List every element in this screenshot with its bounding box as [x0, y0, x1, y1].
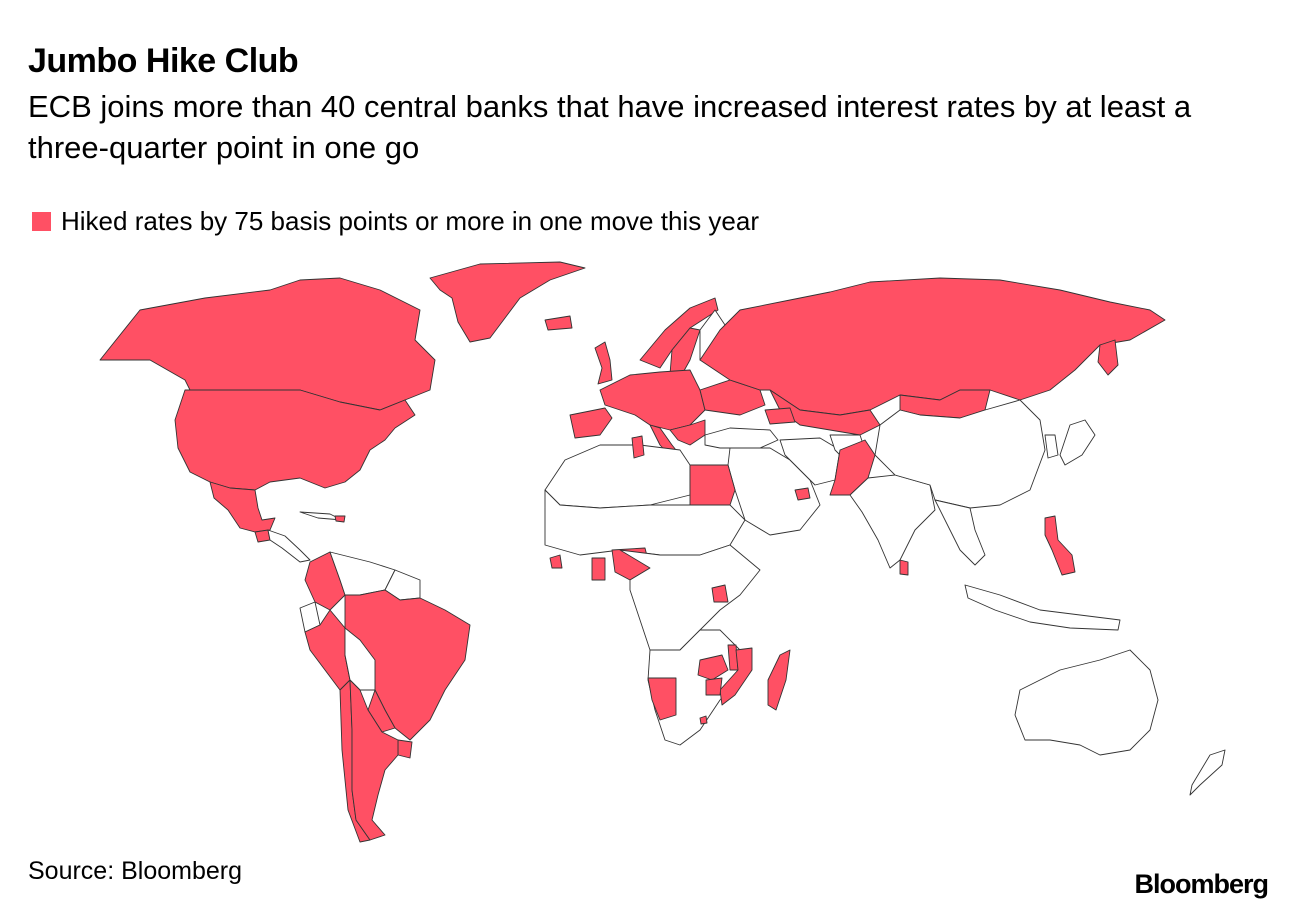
country-sierra-leone — [549, 554, 563, 569]
country-bolivia — [344, 627, 376, 691]
country-argentina — [349, 679, 399, 841]
country-zambia — [697, 654, 729, 681]
country-iberia — [569, 407, 613, 439]
country-iran — [779, 437, 841, 486]
country-mozambique — [719, 647, 753, 706]
bloomberg-logo: Bloomberg — [1134, 869, 1269, 899]
chart-title: Jumbo Hike Club — [28, 42, 299, 80]
country-china — [874, 399, 1046, 509]
country-uganda — [711, 584, 729, 603]
legend-swatch — [32, 211, 51, 231]
country-korea — [1044, 434, 1059, 459]
chart-subtitle: ECB joins more than 40 central banks tha… — [28, 89, 1192, 165]
country-sahel — [544, 489, 746, 556]
country-lesotho — [699, 715, 708, 725]
country-new-zealand — [1189, 749, 1226, 796]
country-india — [849, 474, 936, 569]
country-euro-area — [599, 369, 706, 431]
country-central-africa — [619, 544, 761, 651]
country-zimbabwe — [705, 677, 723, 696]
country-united-states — [174, 389, 416, 491]
country-turkey — [704, 427, 779, 449]
country-southeast-asia — [934, 499, 986, 566]
country-norway — [639, 297, 719, 369]
country-mexico — [209, 481, 276, 533]
country-guatemala — [254, 529, 271, 543]
country-russia — [699, 277, 1166, 416]
country-united-arab-emirates — [794, 487, 811, 501]
world-map — [0, 250, 1296, 850]
country-australia — [1014, 649, 1159, 756]
country-madagascar — [767, 649, 791, 711]
country-north-africa — [544, 444, 691, 509]
country-egypt — [689, 464, 736, 506]
world-map-svg — [99, 261, 1226, 843]
country-philippines — [1044, 515, 1076, 576]
legend-label: Hiked rates by 75 basis points or more i… — [61, 206, 760, 236]
legend: Hiked rates by 75 basis points or more i… — [32, 205, 759, 237]
country-ghana — [591, 557, 606, 581]
country-united-kingdom — [594, 341, 613, 385]
source-note: Source: Bloomberg — [28, 857, 243, 885]
country-greenland — [429, 261, 586, 343]
country-russia-east — [1097, 339, 1119, 376]
country-indonesia — [964, 584, 1121, 631]
country-japan — [1059, 419, 1096, 466]
country-iceland — [544, 315, 573, 331]
country-jamaica — [334, 515, 346, 523]
country-tunisia — [631, 435, 645, 459]
country-sri-lanka — [899, 559, 909, 576]
country-caucasus — [764, 407, 796, 425]
country-paraguay — [367, 689, 396, 733]
country-namibia — [647, 677, 677, 721]
country-uruguay — [397, 739, 413, 759]
country-central-america — [267, 529, 311, 563]
